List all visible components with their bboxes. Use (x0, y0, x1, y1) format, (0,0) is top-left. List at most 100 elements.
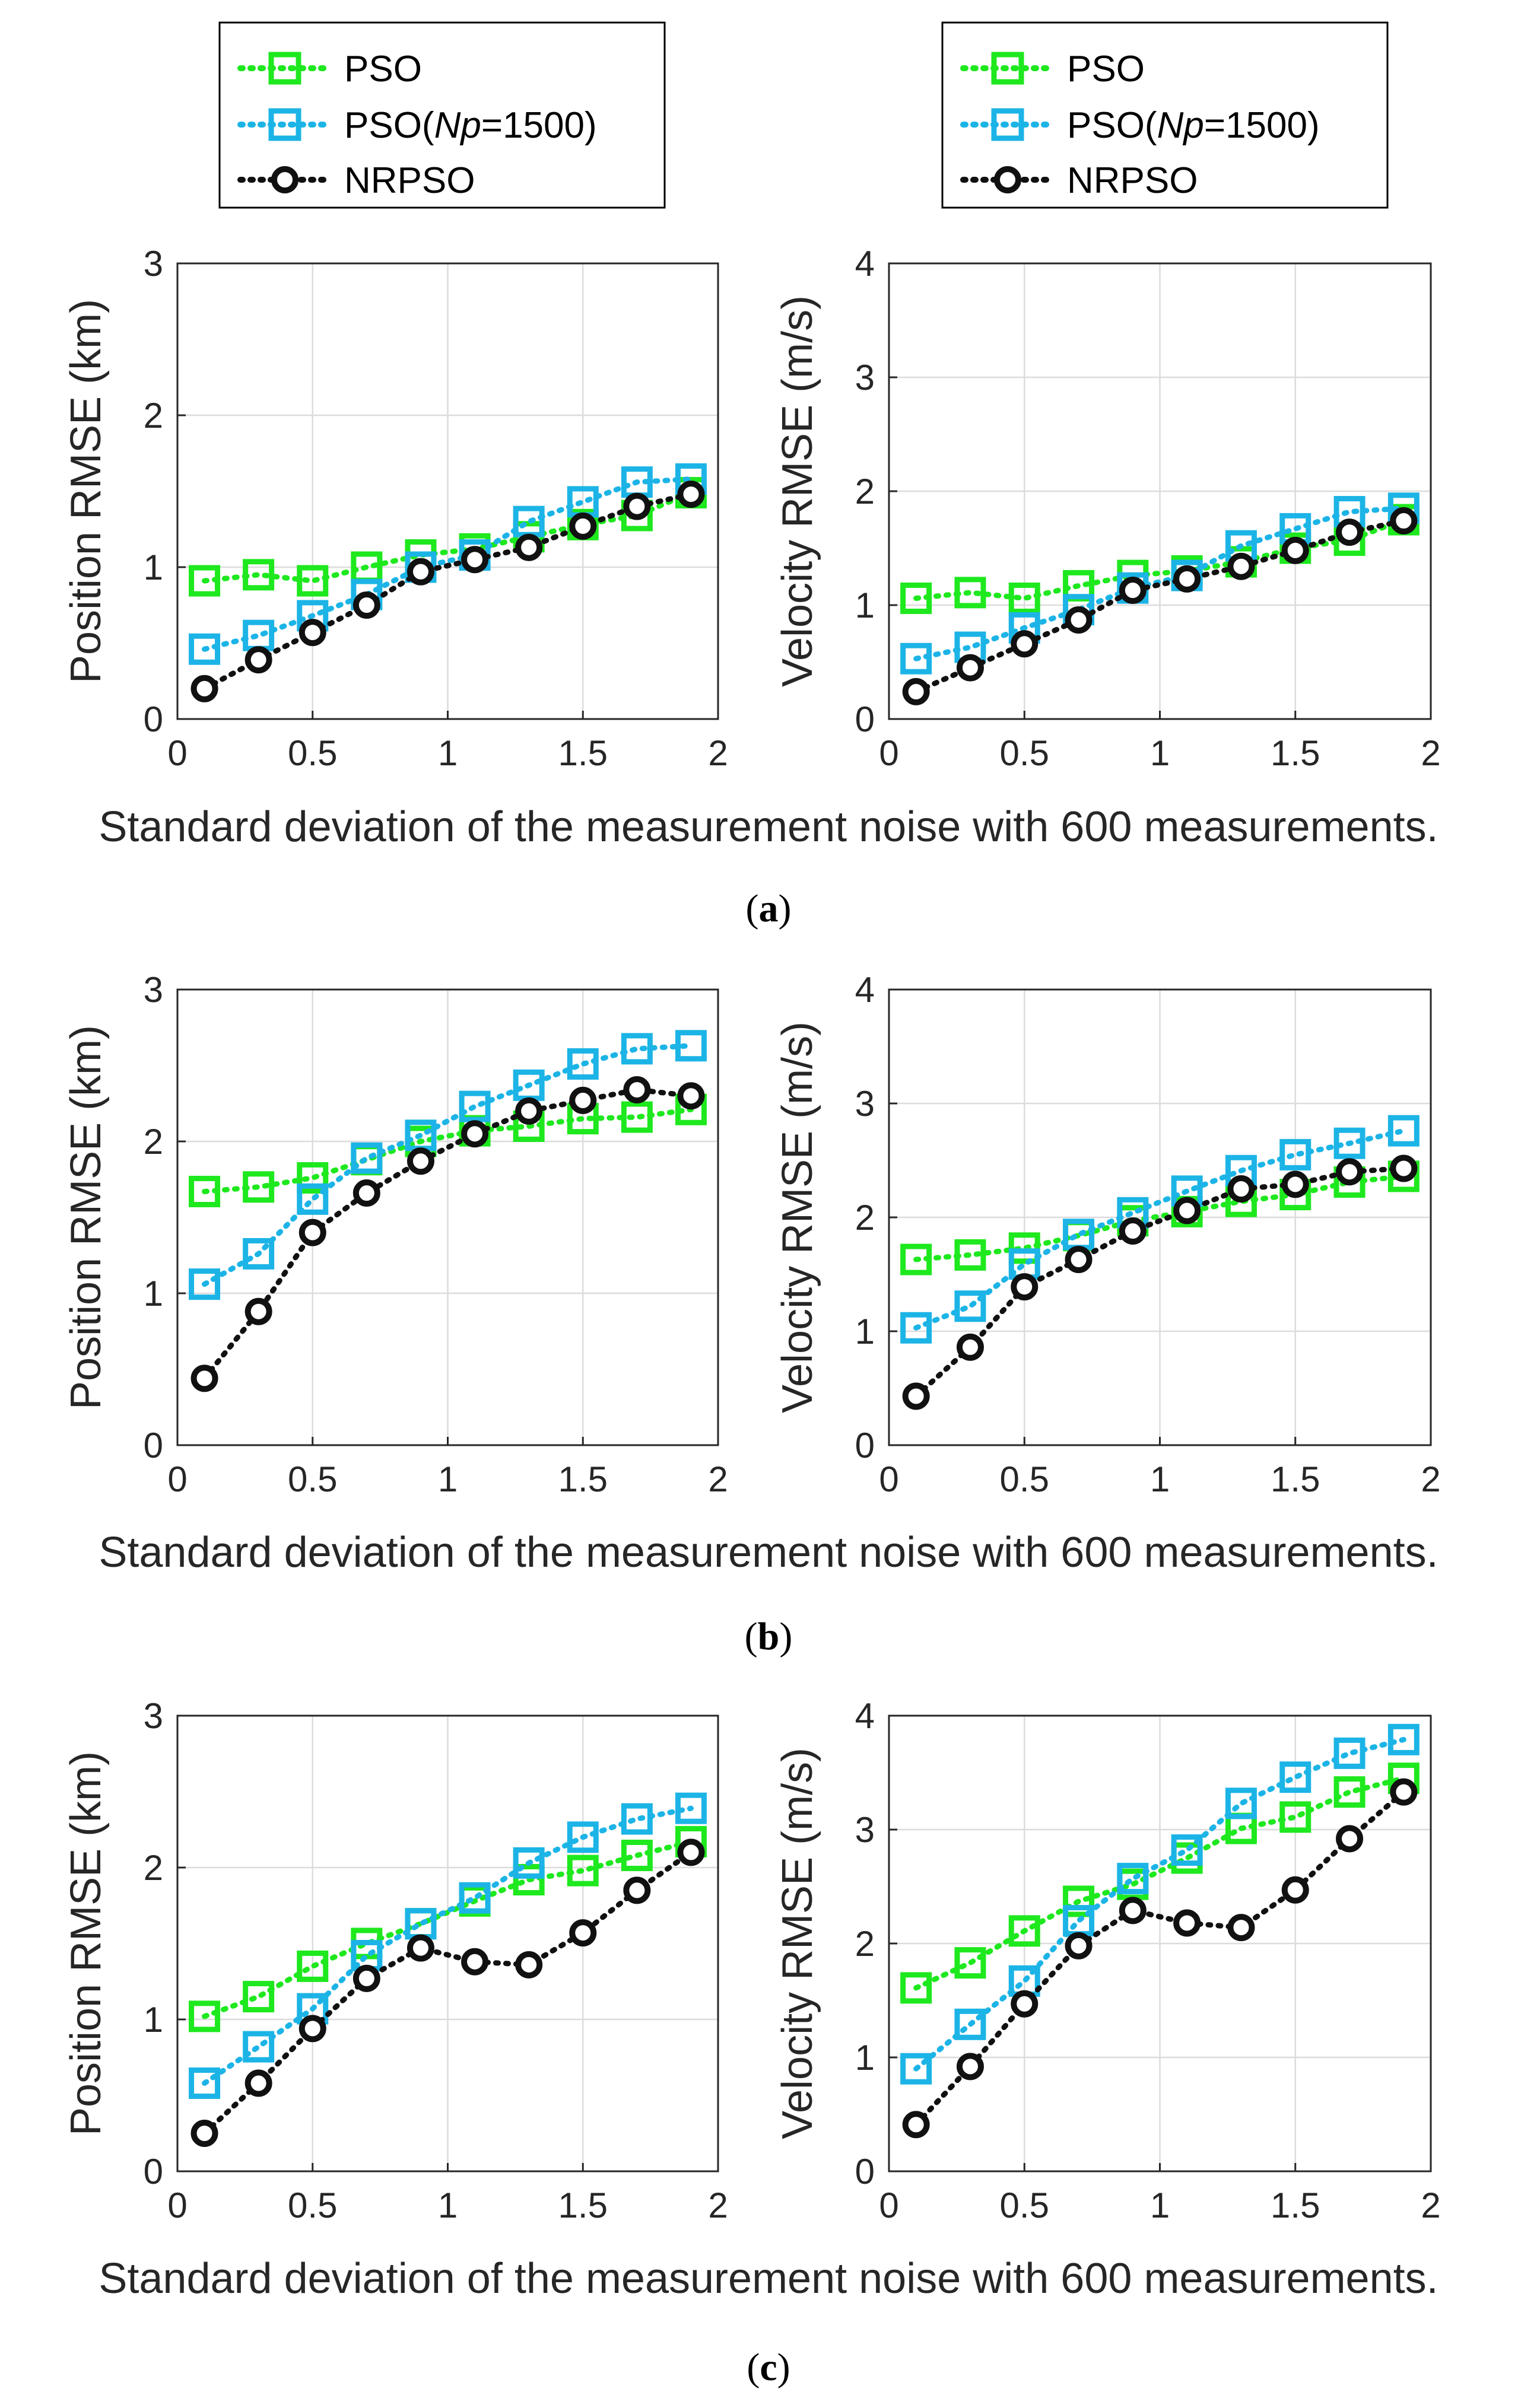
chart-a-position-nrpso-point (623, 492, 651, 520)
chart-a-velocity-xtick-label: 1.5 (1271, 733, 1320, 773)
chart-b-position: 0 0.5 1 1.5 2 0 1 2 3 Position RMSE (km) (62, 970, 728, 1499)
chart-a-position-ytick-label: 2 (144, 396, 163, 435)
chart-c-velocity-ytick-label: 4 (855, 1696, 875, 1736)
legend-left-psonp-marker (268, 108, 301, 141)
chart-b-velocity-ytick-label: 3 (855, 1084, 875, 1124)
legend-left-nrpso-label: NRPSO (344, 160, 475, 201)
chart-c-position-pso-point (297, 1950, 329, 1982)
chart-a-position-pso-point (243, 559, 275, 591)
chart-c-velocity-ylabel: Velocity RMSE (m/s) (774, 1748, 821, 2139)
chart-b-position-xtick-label: 1.5 (558, 1459, 608, 1499)
chart-a-velocity-nrpso-point (1281, 536, 1309, 564)
chart-c-position-ytick-label: 2 (144, 1848, 163, 1888)
chart-c-position-psonp-line (202, 1805, 694, 2086)
chart-a-velocity-xtick-label: 0.5 (1000, 733, 1049, 773)
chart-c-velocity-pso-point (900, 1972, 932, 2004)
chart-c-velocity-nrpso-point (1011, 1990, 1039, 2018)
chart-b-velocity-ytick-label: 4 (855, 970, 875, 1010)
chart-c-velocity-pso-point (1008, 1915, 1040, 1947)
chart-c-position-xtick-label: 0.5 (288, 2186, 337, 2225)
chart-a-velocity-ytick-label: 0 (855, 699, 875, 739)
chart-b-position-ylabel: Position RMSE (km) (62, 1025, 110, 1410)
chart-a-velocity-pso-point (954, 577, 986, 609)
chart-b-velocity-ytick-label: 1 (855, 1312, 875, 1351)
chart-a-position-nrpso-point (407, 558, 434, 586)
chart-c-velocity-pso-point (1279, 1801, 1311, 1833)
chart-a-velocity-pso-point (1008, 582, 1040, 614)
caption-a-letter: a (759, 887, 779, 930)
legend-right-psonp-prefix: PSO( (1067, 105, 1157, 146)
chart-c-velocity-nrpso-point (1065, 1932, 1093, 1960)
caption-b-close: ) (779, 1615, 792, 1658)
chart-c-position-xtick-label: 0 (167, 2186, 187, 2225)
chart-a-velocity-pso-line (913, 517, 1406, 602)
chart-a-velocity-xtick-label: 0 (879, 733, 898, 773)
chart-c-velocity-nrpso-point (1227, 1914, 1255, 1942)
chart-a-velocity-nrpso-point (1227, 552, 1255, 580)
chart-b-position-nrpso-point (623, 1076, 651, 1103)
chart-b-velocity-nrpso-line (913, 1165, 1406, 1399)
legend-right-psonp-var: Np (1157, 105, 1204, 146)
chart-a-velocity-psonp-point (900, 642, 932, 675)
chart-b-velocity-xtick-label: 0.5 (1000, 1459, 1049, 1499)
chart-c-velocity-ytick-label: 2 (855, 1924, 875, 1964)
chart-c-velocity-psonp-point (1333, 1737, 1365, 1769)
chart-b-position-ytick-label: 3 (144, 970, 163, 1010)
chart-b-position-ytick-label: 2 (144, 1122, 163, 1162)
caption-b-letter: b (758, 1615, 780, 1658)
chart-a-position-nrpso-point (515, 533, 543, 561)
chart-b-velocity-ytick-label: 0 (855, 1426, 875, 1465)
chart-b-velocity-psonp-point (1333, 1127, 1365, 1159)
chart-b-position-xtick-label: 2 (708, 1459, 728, 1499)
chart-b-position-nrpso-point (298, 1219, 326, 1246)
chart-c-velocity-psonp-point (954, 2008, 986, 2040)
chart-a-position-ytick-label: 3 (144, 244, 163, 284)
chart-c-velocity-nrpso-point (902, 2111, 930, 2139)
chart-c-position-ylabel: Position RMSE (km) (62, 1751, 110, 2136)
chart-b-velocity-nrpso-point (1281, 1170, 1309, 1198)
chart-c-position-pso-point (243, 1981, 275, 2013)
chart-a-velocity-ylabel: Velocity RMSE (m/s) (774, 295, 821, 687)
chart-a-velocity-ytick-label: 3 (855, 358, 875, 397)
chart-b-position-pso-point (189, 1175, 221, 1207)
chart-b-position-nrpso-point (407, 1147, 434, 1175)
chart-c-velocity-xtick-label: 1 (1150, 2186, 1170, 2225)
chart-b-position-xtick-label: 0.5 (288, 1459, 337, 1499)
legend-left-psonp-var: Np (434, 105, 481, 146)
chart-a-velocity-nrpso-point (1065, 606, 1093, 634)
chart-c-velocity-psonp-point (1117, 1863, 1149, 1895)
chart-c-velocity-xtick-label: 2 (1421, 2186, 1440, 2225)
chart-c-position-nrpso-point (353, 1964, 380, 1992)
chart-b-velocity-xtick-label: 1 (1150, 1459, 1170, 1499)
chart-a-position-xtick-label: 0 (167, 733, 187, 773)
chart-a-position-nrpso-line (202, 491, 694, 692)
chart-c-position-pso-point (189, 2000, 221, 2032)
chart-b-position-nrpso-point (353, 1179, 380, 1207)
chart-c-position-nrpso-point (407, 1934, 434, 1962)
legend-right: PSO PSO(Np=1500) NRPSO (941, 21, 1389, 209)
chart-a-velocity-nrpso-point (1390, 507, 1418, 535)
chart-b-position-psonp-point (189, 1268, 221, 1300)
caption-a: (a) (746, 887, 792, 930)
chart-c-position-nrpso-point (461, 1948, 489, 1976)
chart-b-velocity-nrpso-point (1173, 1197, 1201, 1224)
chart-a-position: 0 0.5 1 1.5 2 0 1 2 3 Position RMSE (km) (62, 244, 728, 773)
chart-a-position-xtick-label: 0.5 (288, 733, 337, 773)
chart-b-velocity-nrpso-point (1065, 1246, 1093, 1274)
chart-c-position-psonp-point (513, 1847, 545, 1879)
chart-b-velocity-nrpso-point (1119, 1217, 1147, 1245)
chart-b-position-psonp-point (351, 1142, 383, 1174)
chart-a-velocity-xtick-label: 2 (1421, 733, 1440, 773)
chart-c-velocity-ytick-label: 3 (855, 1810, 875, 1850)
chart-c-velocity-nrpso-point (1390, 1778, 1418, 1806)
chart-c-velocity-nrpso-line (913, 1789, 1406, 2127)
caption-c: (c) (747, 2346, 790, 2389)
chart-c-position-psonp-point (675, 1792, 707, 1824)
chart-c-velocity-nrpso-point (1336, 1825, 1364, 1853)
chart-b-position-nrpso-point (461, 1120, 489, 1148)
chart-a-position-ytick-label: 1 (144, 548, 163, 587)
chart-b-position-psonp-point (621, 1033, 653, 1065)
caption-c-close: ) (777, 2346, 790, 2389)
chart-b-position-nrpso-point (677, 1082, 705, 1110)
